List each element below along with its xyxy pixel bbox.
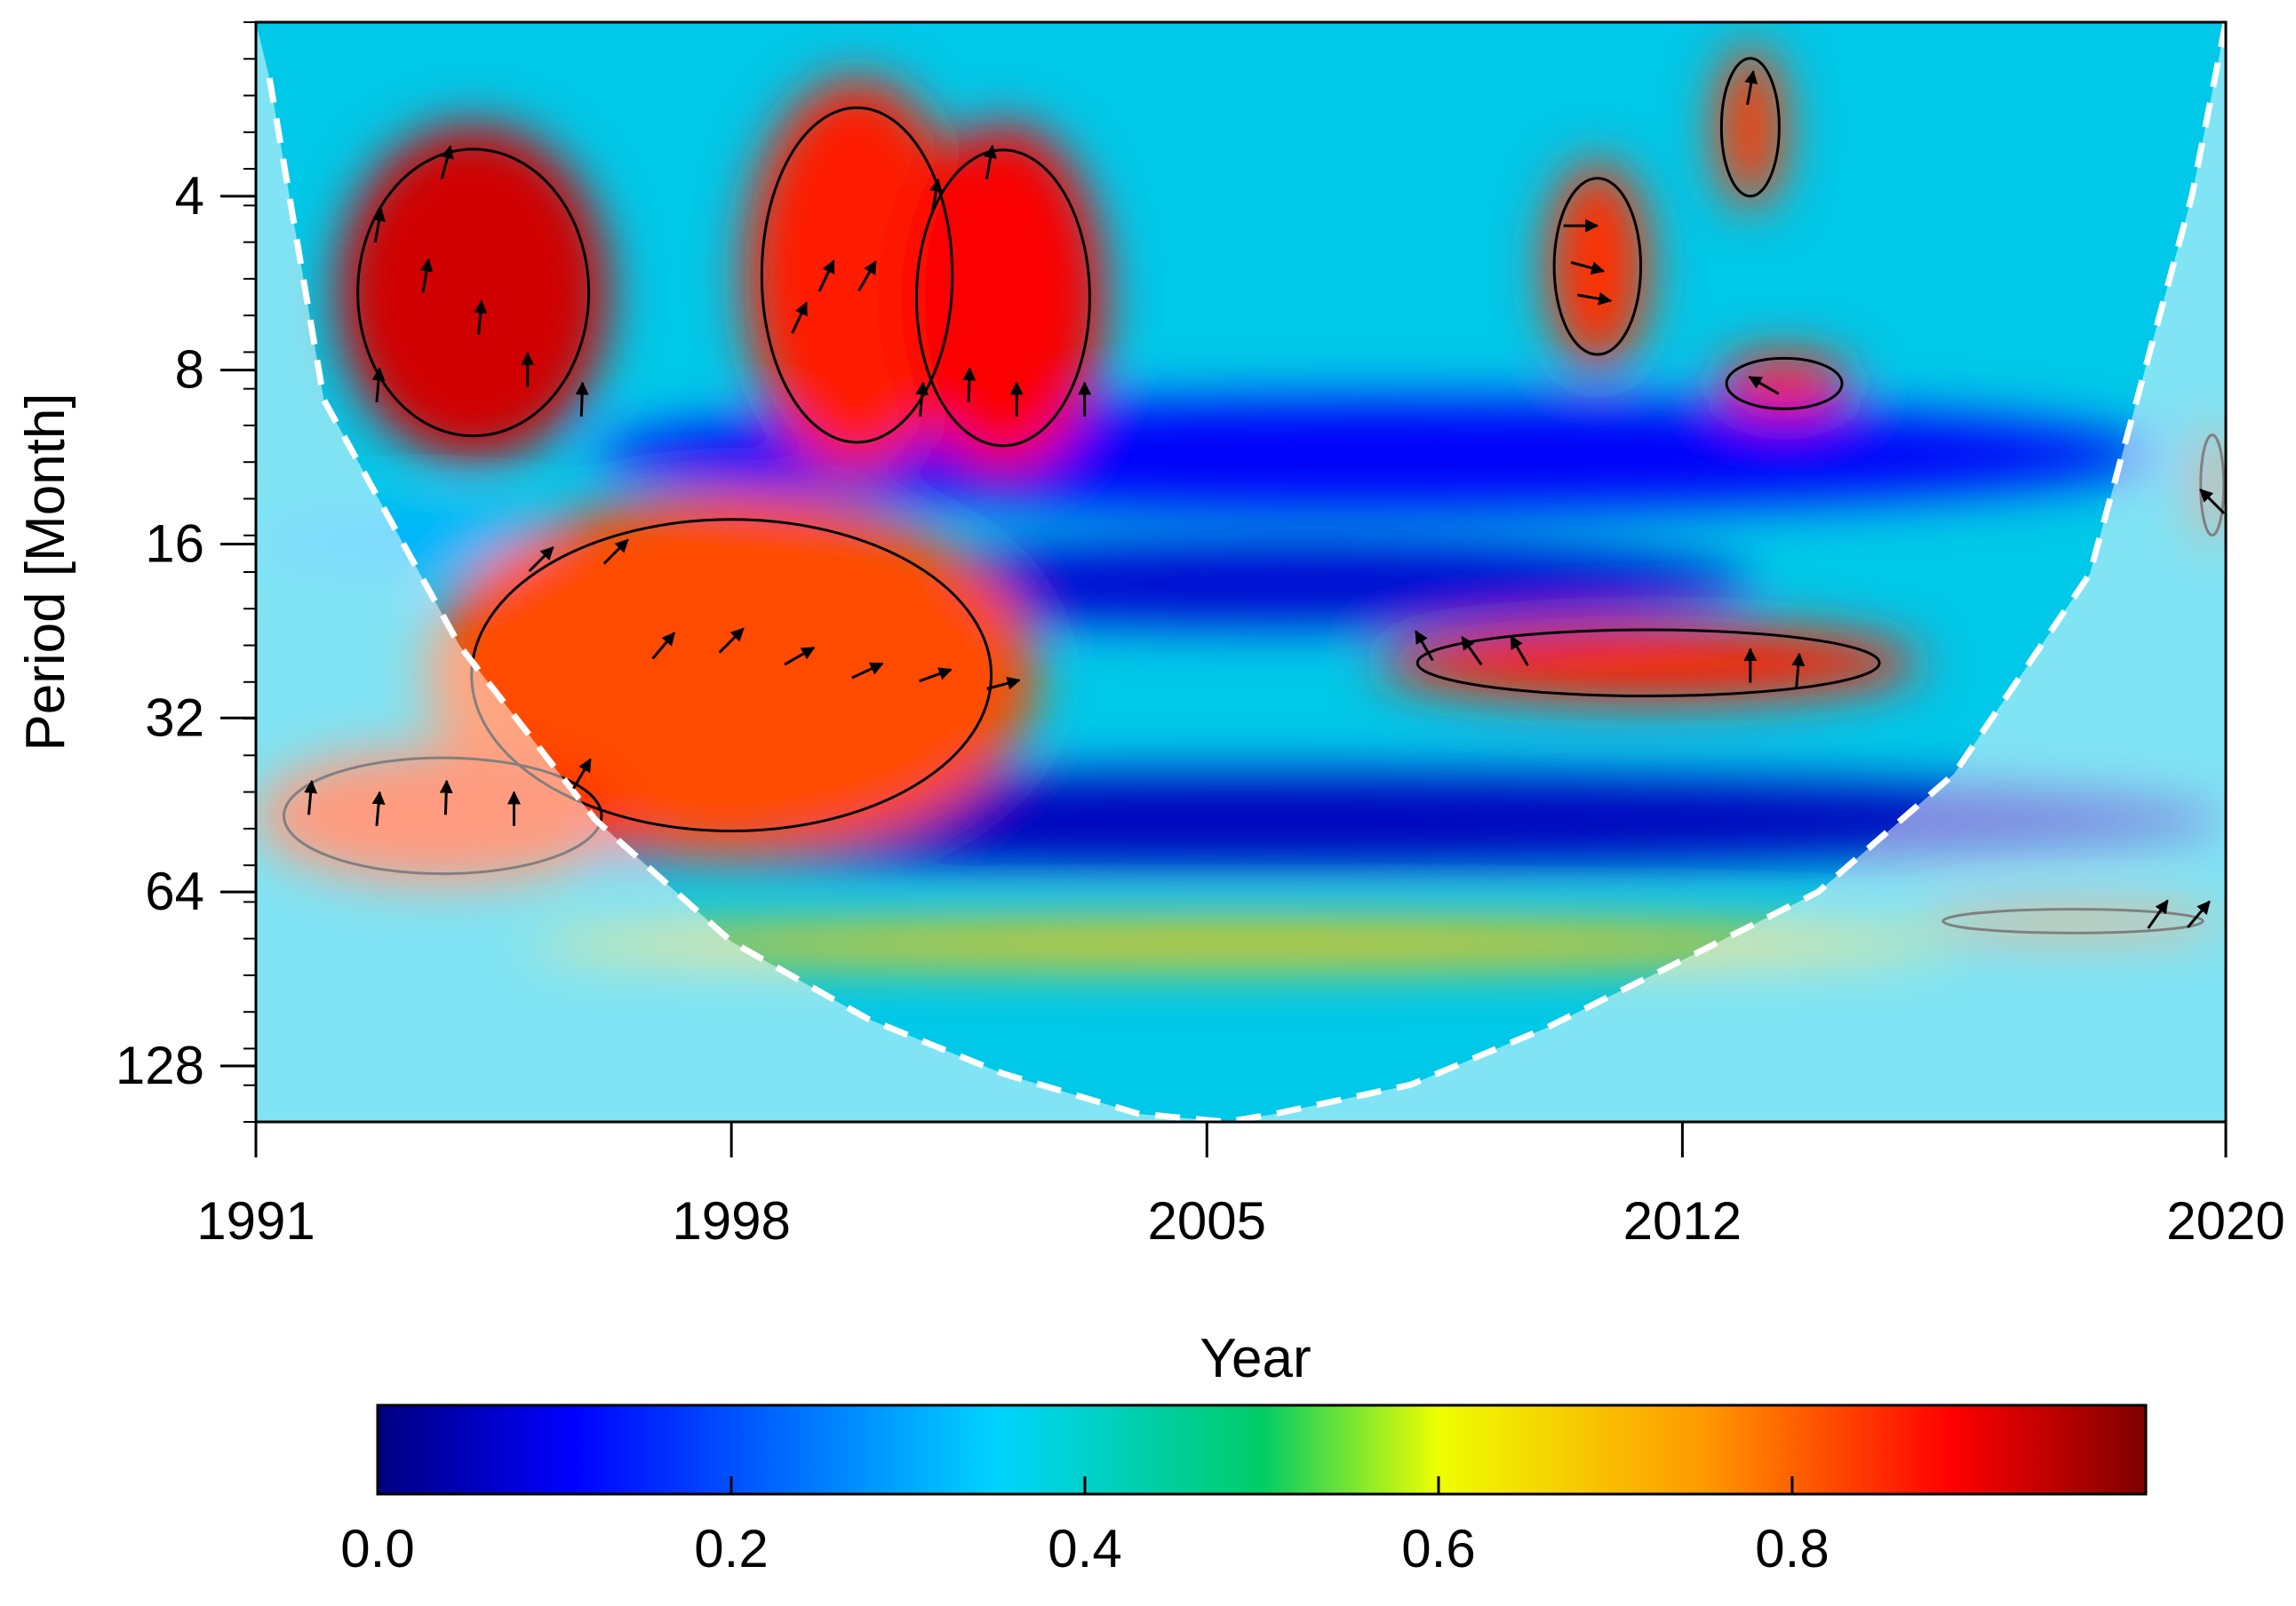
- significant-region-fill-4: [901, 123, 1105, 473]
- phase-arrow-14: [986, 676, 1021, 690]
- background-feature-1: [799, 544, 1750, 624]
- phase-arrow-2: [474, 299, 488, 336]
- y-tick-label-128: 128: [116, 1036, 204, 1095]
- significant-region-fill-5: [1376, 624, 1920, 703]
- significant-region-contour-4: [914, 148, 1091, 448]
- x-tick-label-1991: 1991: [196, 1191, 315, 1251]
- phase-arrow-21: [817, 259, 835, 292]
- colorbar-tick-label-0: 0.0: [340, 1519, 414, 1578]
- phase-arrow-4: [575, 381, 589, 417]
- plot-area: [256, 22, 2226, 1122]
- y-axis: 4 8 16 32 64 128: [116, 21, 256, 1123]
- phase-arrow-1: [419, 258, 434, 293]
- phase-arrow-9: [651, 632, 676, 660]
- colorbar-ticks: 0.0 0.2 0.4 0.6 0.8: [340, 1476, 1830, 1578]
- phase-arrow-7: [528, 546, 554, 573]
- phase-arrow-38: [1744, 69, 1758, 106]
- phase-arrow-11: [784, 646, 816, 666]
- y-tick-label-64: 64: [145, 862, 204, 921]
- x-tick-label-2012: 2012: [1623, 1191, 1742, 1251]
- x-axis: 1991 1998 2005 2012 2020: [196, 1122, 2285, 1251]
- phase-arrow-22: [857, 260, 877, 291]
- y-axis-title: Period [Month]: [15, 393, 76, 751]
- phase-arrow-17: [439, 779, 453, 815]
- cone-of-influence-line: [266, 22, 2226, 1122]
- y-tick-label-4: 4: [175, 166, 204, 226]
- phase-arrow-13: [919, 667, 953, 683]
- phase-arrow-8: [602, 538, 629, 565]
- significant-region-fill-7: [1716, 45, 1785, 209]
- significant-region-contour-5: [1415, 628, 1881, 698]
- significant-region-contour-7: [1719, 57, 1781, 198]
- significant-region-contour-8: [1725, 356, 1844, 410]
- significant-region-fill-0: [337, 123, 610, 462]
- phase-arrow-41: [2199, 488, 2226, 514]
- phase-arrow-28: [984, 144, 997, 180]
- significant-region-contour-0: [356, 147, 591, 438]
- y-tick-label-32: 32: [145, 688, 204, 747]
- x-axis-title: Year: [1200, 1328, 1311, 1389]
- coherence-field: [256, 45, 2226, 966]
- phase-arrow-16: [371, 791, 386, 826]
- phase-arrow-6: [440, 145, 454, 179]
- colorbar-strip: [376, 1403, 2148, 1496]
- significant-region-contour-6: [1552, 177, 1643, 356]
- phase-arrow-40: [2187, 900, 2211, 928]
- phase-arrow-27: [929, 178, 943, 213]
- phase-arrow-33: [1791, 652, 1806, 688]
- phase-arrow-29: [1415, 630, 1434, 662]
- background-feature-3: [527, 921, 1955, 966]
- cone-of-influence-shade: [256, 22, 2226, 1122]
- phase-arrow-23: [915, 381, 929, 417]
- colorbar-tick-label-4: 0.8: [1755, 1519, 1829, 1578]
- y-tick-label-16: 16: [145, 513, 204, 573]
- phase-arrow-5: [371, 367, 386, 402]
- phase-arrow-30: [1461, 636, 1483, 666]
- phase-arrow-39: [2147, 899, 2169, 929]
- phase-arrows: [304, 69, 2226, 929]
- significant-region-fill-8: [1716, 354, 1853, 414]
- phase-arrow-15: [304, 779, 318, 815]
- colorbar-tick-label-1: 0.2: [694, 1519, 768, 1578]
- significant-region-fill-1: [426, 491, 1038, 859]
- phase-arrow-0: [372, 207, 386, 243]
- significant-region-fill-6: [1546, 163, 1649, 370]
- y-tick-label-8: 8: [175, 340, 204, 400]
- phase-arrow-37: [1748, 375, 1780, 395]
- phase-arrow-12: [851, 662, 884, 680]
- phase-arrow-36: [1570, 260, 1606, 274]
- x-tick-label-2020: 2020: [2166, 1191, 2284, 1251]
- phase-arrow-19: [572, 758, 592, 790]
- x-tick-label-1998: 1998: [672, 1191, 790, 1251]
- phase-arrow-10: [718, 627, 745, 654]
- phase-arrow-35: [1577, 291, 1613, 306]
- significant-region-contour-3: [760, 106, 954, 444]
- colorbar: 0.0 0.2 0.4 0.6 0.8: [340, 1403, 2148, 1578]
- phase-arrow-20: [791, 301, 808, 334]
- x-tick-label-2005: 2005: [1148, 1191, 1266, 1251]
- colorbar-tick-label-2: 0.4: [1048, 1519, 1121, 1578]
- phase-arrow-31: [1510, 635, 1529, 667]
- colorbar-tick-label-3: 0.6: [1401, 1519, 1475, 1578]
